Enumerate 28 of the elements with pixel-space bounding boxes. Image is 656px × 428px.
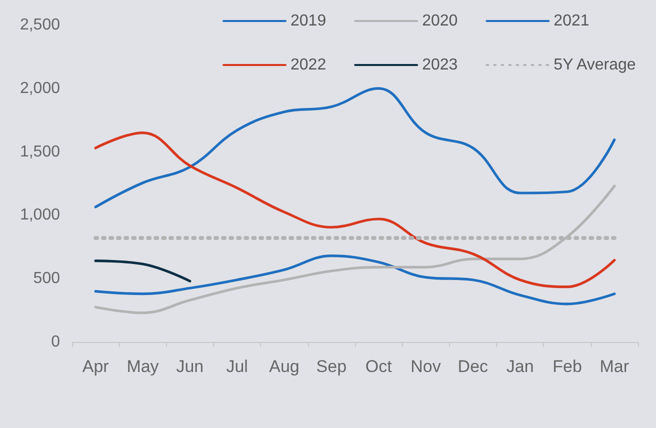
x-tick-label: Apr	[82, 357, 110, 376]
legend-label: 2020	[422, 12, 458, 30]
line-series	[94, 87, 616, 208]
y-tick-label: 0	[51, 334, 60, 350]
line-series	[94, 131, 616, 288]
x-tick-label: Jan	[506, 357, 534, 376]
x-tick-label: May	[126, 357, 160, 376]
y-tick-label: 1,000	[20, 206, 60, 224]
line-series	[94, 184, 616, 314]
line-series	[94, 254, 616, 306]
x-tick-label: Oct	[365, 357, 392, 376]
legend-label: 2022	[290, 56, 326, 74]
x-tick-label: Mar	[600, 357, 630, 376]
legend-label: 2023	[422, 56, 458, 74]
x-tick-label: Dec	[458, 357, 489, 376]
x-tick-label: Jun	[176, 357, 204, 376]
y-tick-label: 2,500	[20, 16, 60, 34]
y-tick-label: 1,500	[20, 143, 60, 160]
x-tick-label: Feb	[552, 357, 582, 376]
legend-label: 5Y Average	[554, 56, 636, 74]
y-tick-label: 2,000	[20, 80, 60, 97]
y-tick-label: 500	[33, 270, 60, 288]
x-tick-label: Aug	[269, 357, 300, 376]
x-tick-label: Nov	[410, 357, 442, 376]
legend-label: 2019	[290, 12, 326, 30]
legend-label: 2021	[554, 12, 590, 30]
x-tick-label: Sep	[316, 357, 347, 376]
x-tick-label: Jul	[226, 357, 248, 376]
